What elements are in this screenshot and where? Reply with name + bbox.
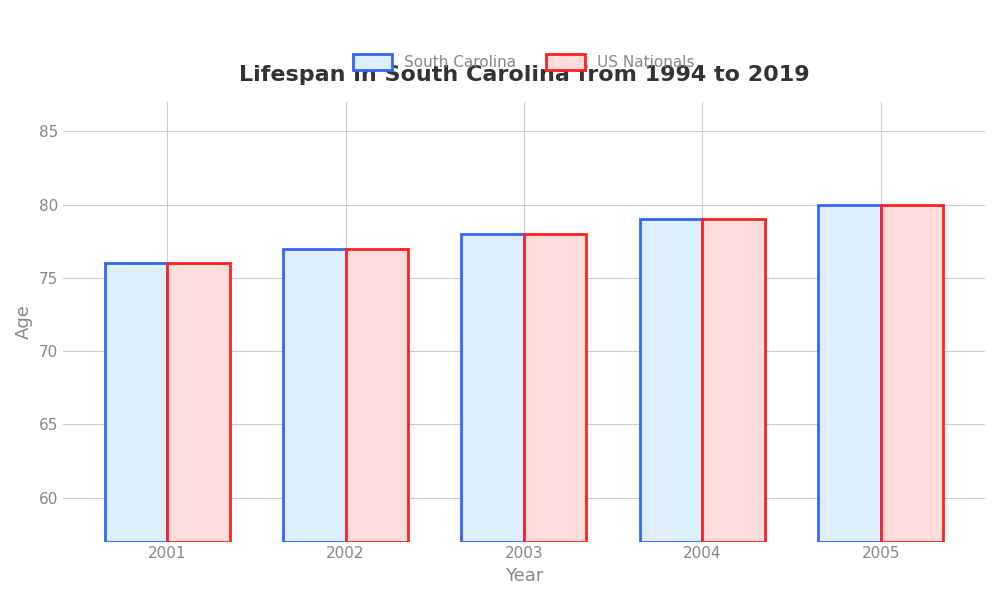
Bar (818, 205, 881, 542)
Bar (640, 219, 702, 542)
X-axis label: Year: Year (505, 567, 543, 585)
Bar (105, 263, 167, 542)
Bar (461, 234, 524, 542)
Bar (524, 234, 586, 542)
Bar (881, 205, 943, 542)
Bar (702, 219, 765, 542)
Legend: South Carolina, US Nationals: South Carolina, US Nationals (347, 48, 701, 76)
Bar (283, 248, 346, 542)
Y-axis label: Age: Age (15, 304, 33, 339)
Bar (167, 263, 230, 542)
Bar (346, 248, 408, 542)
Title: Lifespan in South Carolina from 1994 to 2019: Lifespan in South Carolina from 1994 to … (239, 65, 809, 85)
